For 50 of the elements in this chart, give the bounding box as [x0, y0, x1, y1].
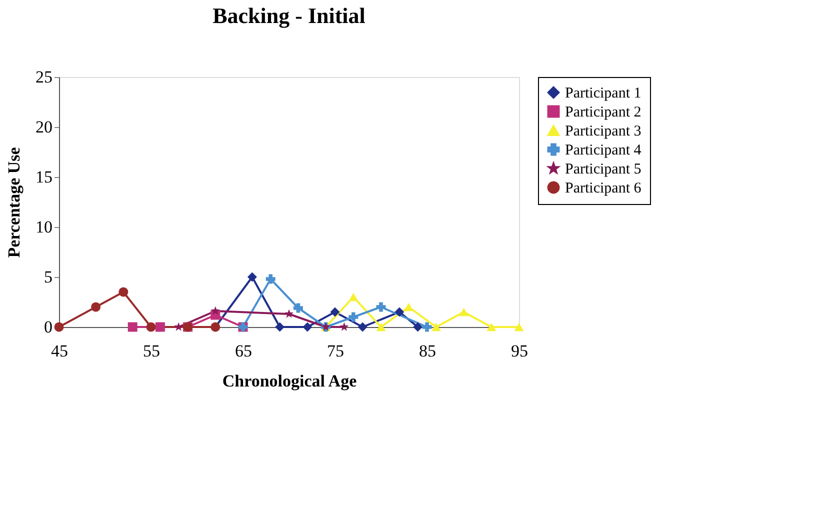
point [404, 302, 414, 312]
point [210, 306, 220, 315]
legend-label: Participant 2 [565, 104, 642, 120]
x-tick-label: 65 [235, 342, 252, 360]
point [514, 322, 524, 332]
point [128, 322, 138, 332]
legend-label: Participant 1 [565, 86, 642, 102]
y-tick-label: 0 [44, 318, 52, 336]
point [486, 322, 496, 332]
y-tick-label: 5 [44, 268, 52, 286]
x-tick-label: 55 [143, 342, 160, 360]
x-tick-label: 85 [419, 342, 436, 360]
y-tick-label: 20 [36, 118, 52, 136]
point [340, 322, 349, 331]
point [91, 302, 101, 312]
x-tick-label: 95 [511, 342, 528, 360]
point [376, 302, 386, 312]
point [293, 303, 303, 313]
y-tick-label: 10 [36, 218, 52, 236]
point [330, 307, 340, 317]
x-tick-label: 75 [327, 342, 344, 360]
legend-label: Participant 4 [565, 142, 642, 158]
point [302, 322, 312, 332]
point [348, 292, 358, 302]
point [376, 322, 386, 332]
point [348, 312, 358, 322]
point [358, 322, 368, 332]
point [54, 322, 64, 332]
y-tick-label: 15 [36, 168, 52, 186]
point [422, 322, 432, 332]
point [155, 322, 165, 332]
point [431, 322, 441, 332]
legend-label: Participant 5 [565, 162, 642, 178]
y-axis-title: Percentage Use [4, 146, 24, 258]
point [284, 309, 294, 318]
x-axis-title: Chronological Age [222, 372, 358, 390]
point [413, 322, 423, 332]
legend-label: Participant 3 [565, 124, 642, 140]
point [275, 322, 285, 332]
point [247, 272, 257, 282]
chart-title: Backing - Initial [212, 3, 366, 28]
legend-label: Participant 6 [565, 180, 642, 196]
point [394, 307, 404, 317]
point [174, 322, 184, 331]
y-tick-label: 25 [36, 68, 52, 86]
x-tick-label: 45 [51, 342, 68, 360]
point [118, 287, 128, 297]
point [146, 322, 156, 332]
point [266, 274, 276, 284]
point [459, 308, 469, 316]
